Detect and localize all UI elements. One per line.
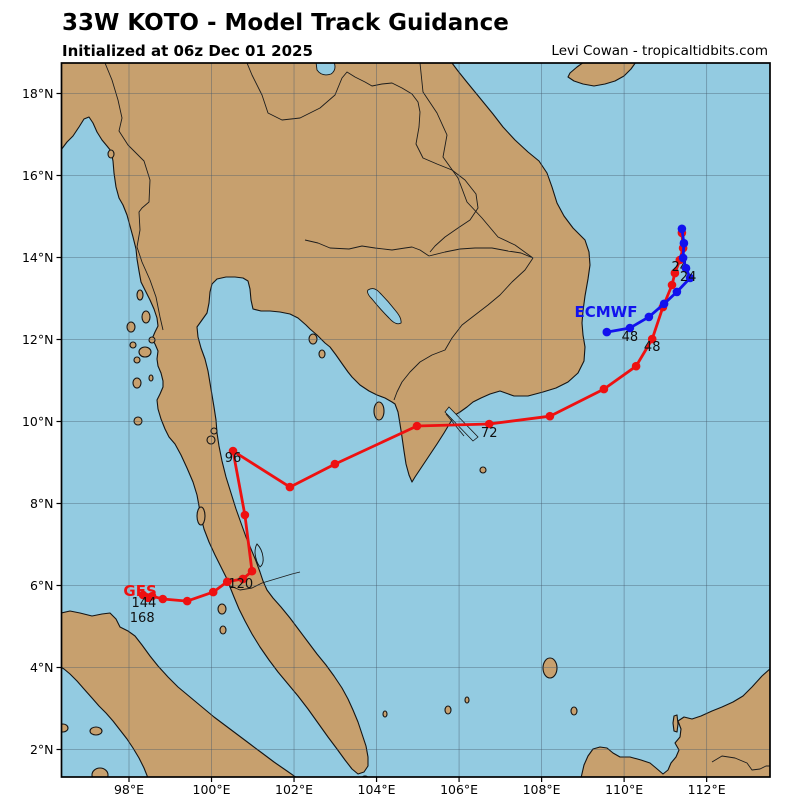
forecast-hour-label: 48 [622,330,639,345]
track-point-gfs [240,510,250,520]
nam-ngum-reservoir [315,63,336,76]
track-point-gfs [670,268,680,278]
border-thailand-laos [246,63,479,253]
border-thailand-cambodia [304,239,430,257]
track-point-gfs [238,574,248,584]
track-point-gfs [330,459,340,469]
border-laos-cambodia [428,247,534,259]
map-frame [60,62,771,778]
border-cambodia-vietnam [393,257,534,401]
forecast-hour-label: 120 [228,577,253,592]
model-name-label-ecmwf: ECMWF [575,303,638,321]
track-point-gfs [412,421,422,431]
track-point-ecmwf [679,238,689,248]
track-point-ecmwf [681,263,691,273]
track-point-gfs [667,280,677,290]
gridlines-group [61,63,770,777]
track-point-ecmwf [659,299,669,309]
track-point-gfs [138,590,148,600]
forecast-hour-label: 144 [131,596,156,611]
x-axis-tick-label: 102°E [275,782,313,797]
islands-group [61,149,578,777]
sumatra-coastline [61,610,297,777]
y-axis-tick-label: 16°N [22,168,54,183]
track-point-gfs [647,334,657,344]
x-axis-tick-label: 98°E [114,782,144,797]
y-axis-tick-label: 14°N [22,250,54,265]
track-ecmwf: 24 48 ECMWF [575,224,697,345]
border-borneo [711,755,770,771]
plot-credit: Levi Cowan - tropicaltidbits.com [551,43,768,59]
forecast-hour-label: 72 [481,426,498,441]
track-point-gfs [228,446,238,456]
mainland-coastline [61,63,591,775]
track-point-gfs [158,594,168,604]
track-point-gfs [208,587,218,597]
y-axis-tick-label: 8°N [30,496,54,511]
y-axis-tick-label: 12°N [22,332,54,347]
track-point-gfs [599,384,609,394]
country-borders-group [104,63,770,771]
model-name-label-gfs: GFS [123,582,156,600]
track-point-ecmwf [602,327,612,337]
x-axis-tick-label: 108°E [523,782,561,797]
y-axis-tick-label: 2°N [30,742,54,757]
track-point-ecmwf [625,323,635,333]
track-point-gfs [484,419,494,429]
x-axis-tick-label: 100°E [193,782,231,797]
track-point-gfs [222,577,232,587]
track-point-gfs [545,411,555,421]
x-axis-tick-label: 110°E [605,782,643,797]
track-point-gfs [285,482,295,492]
borneo-sliver-island [672,714,679,733]
x-axis-tick-label: 104°E [358,782,396,797]
forecast-hour-label: 24 [680,270,697,285]
border-myanmar-thailand [104,63,164,331]
track-point-ecmwf [685,273,695,283]
track-point-gfs [631,361,641,371]
border-malaysia-thailand [227,571,301,591]
x-axis-tick-label: 106°E [440,782,478,797]
track-point-gfs [182,596,192,606]
track-point-gfs [247,566,257,576]
forecast-hour-label: 96 [225,451,242,466]
y-axis-tick-label: 4°N [30,660,54,675]
hainan-coastline [567,63,636,87]
y-axis-tick-label: 10°N [22,414,54,429]
plot-title: 33W KOTO - Model Track Guidance [62,10,509,36]
border-laos-vietnam [419,63,534,259]
track-point-ecmwf [672,287,682,297]
y-axis-tick-label: 18°N [22,86,54,101]
borneo-coastline [580,668,770,777]
track-point-ecmwf [678,253,688,263]
forecast-hour-label: 168 [130,611,155,626]
forecast-hour-label: 48 [644,340,661,355]
songkhla-lagoon [254,543,264,568]
track-point-ecmwf [644,312,654,322]
y-axis-tick-label: 6°N [30,578,54,593]
x-axis-tick-label: 112°E [688,782,726,797]
track-line-ecmwf [606,228,692,334]
plot-subtitle: Initialized at 06z Dec 01 2025 [62,42,313,60]
track-point-ecmwf [677,224,687,234]
tonle-sap-lake [367,288,402,325]
